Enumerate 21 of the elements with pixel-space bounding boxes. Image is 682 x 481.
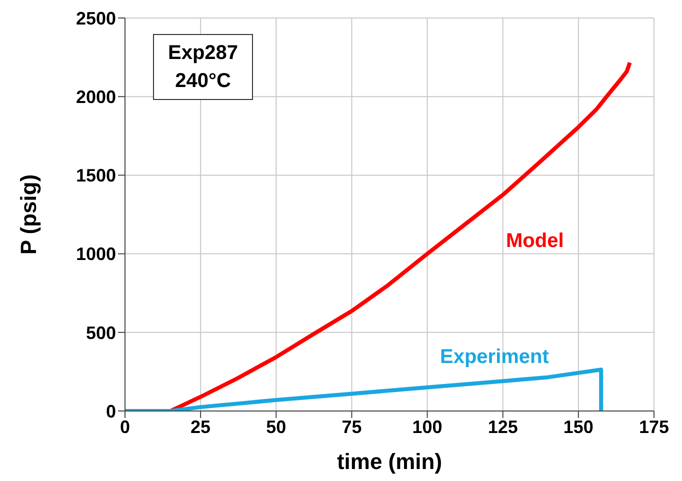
annotation: Exp287	[168, 41, 238, 66]
series-label: Experiment	[440, 346, 549, 369]
x-tick-label: 100	[412, 416, 442, 437]
x-axis-title: time (min)	[336, 449, 442, 474]
x-tick-label: 25	[190, 416, 211, 437]
x-tick-label: 75	[342, 416, 362, 437]
x-tick-label: 0	[120, 416, 130, 437]
series-label: Model	[506, 230, 564, 253]
x-tick-label: 50	[266, 416, 286, 437]
y-tick-label: 1500	[76, 166, 116, 186]
x-tick-label: 125	[488, 416, 518, 437]
y-tick-label: 0	[106, 401, 116, 422]
y-tick-label: 1000	[76, 244, 116, 264]
y-tick-label: 2000	[76, 86, 116, 107]
line-series	[125, 368, 604, 411]
y-tick-label: 500	[86, 322, 116, 343]
y-tick-label: 2500	[76, 8, 116, 28]
x-tick-label: 175	[638, 416, 670, 437]
x-tick-label: 150	[563, 416, 594, 437]
y-axis-title: P (psig)	[16, 174, 41, 255]
annotation: 240°C	[174, 69, 232, 94]
